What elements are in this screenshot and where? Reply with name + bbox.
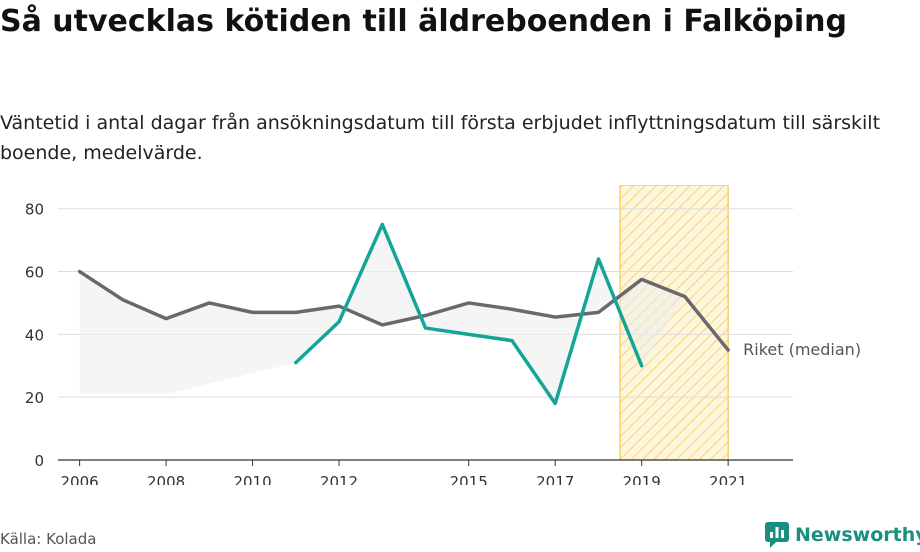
y-tick-label: 0 <box>34 452 44 470</box>
chart-title: Så utvecklas kötiden till äldreboenden i… <box>0 4 847 39</box>
x-tick-label: 2008 <box>147 473 185 485</box>
y-tick-label: 80 <box>25 201 44 219</box>
newsworthy-logo: Newsworthy <box>765 520 920 550</box>
x-tick-label: 2006 <box>61 473 99 485</box>
series-label-riket: Riket (median) <box>743 340 861 359</box>
x-tick-label: 2019 <box>623 473 661 485</box>
x-tick-label: 2017 <box>536 473 574 485</box>
x-tick-label: 2021 <box>709 473 747 485</box>
x-tick-label: 2010 <box>233 473 271 485</box>
y-tick-label: 20 <box>25 389 44 407</box>
line-chart: 0 20 40 60 80 2006 2008 2010 2012 2015 2017 2019 202… <box>25 185 861 485</box>
brand-name: Newsworthy <box>795 524 920 546</box>
y-tick-label: 60 <box>25 264 44 282</box>
x-tick-label: 2012 <box>320 473 358 485</box>
x-tick-label: 2015 <box>450 473 488 485</box>
range-band <box>79 224 729 404</box>
series-riket-line <box>77 269 730 352</box>
chat-chart-icon <box>765 522 789 548</box>
source-note: Källa: Kolada <box>0 530 97 548</box>
chart-subtitle: Väntetid i antal dagar från ansökningsda… <box>0 112 881 164</box>
series-falkoping-line <box>294 222 644 406</box>
y-tick-label: 40 <box>25 326 44 344</box>
